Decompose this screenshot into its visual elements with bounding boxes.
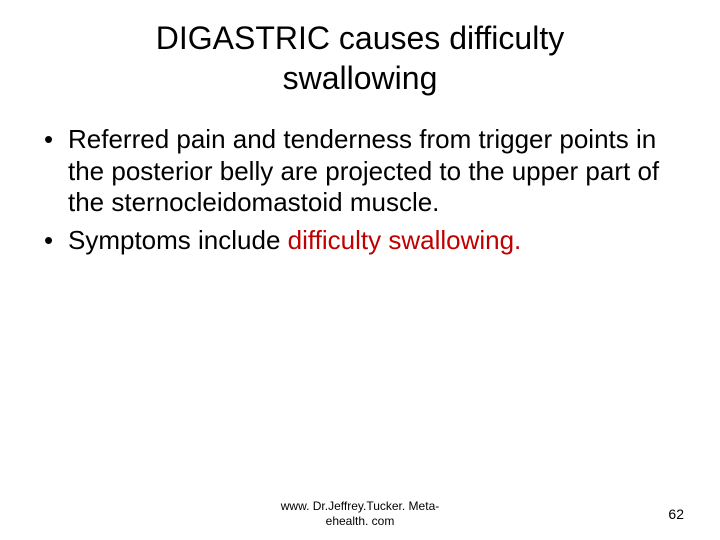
bullet-item: Symptoms include difficulty swallowing. — [40, 225, 674, 257]
footer-url-line-1: www. Dr.Jeffrey.Tucker. Meta- — [281, 499, 439, 513]
footer-url: www. Dr.Jeffrey.Tucker. Meta- ehealth. c… — [0, 499, 720, 528]
page-number: 62 — [668, 506, 684, 522]
bullet-highlight: difficulty swallowing. — [288, 225, 522, 255]
bullet-text: Referred pain and tenderness from trigge… — [68, 124, 659, 217]
slide-title: DIGASTRIC causes difficulty swallowing — [0, 0, 720, 98]
bullet-list: Referred pain and tenderness from trigge… — [0, 124, 720, 257]
bullet-text: Symptoms include — [68, 225, 288, 255]
footer-url-line-2: ehealth. com — [326, 514, 395, 528]
bullet-item: Referred pain and tenderness from trigge… — [40, 124, 674, 219]
title-line-1: DIGASTRIC causes difficulty — [156, 20, 564, 56]
slide-container: DIGASTRIC causes difficulty swallowing R… — [0, 0, 720, 540]
title-line-2: swallowing — [283, 60, 438, 96]
